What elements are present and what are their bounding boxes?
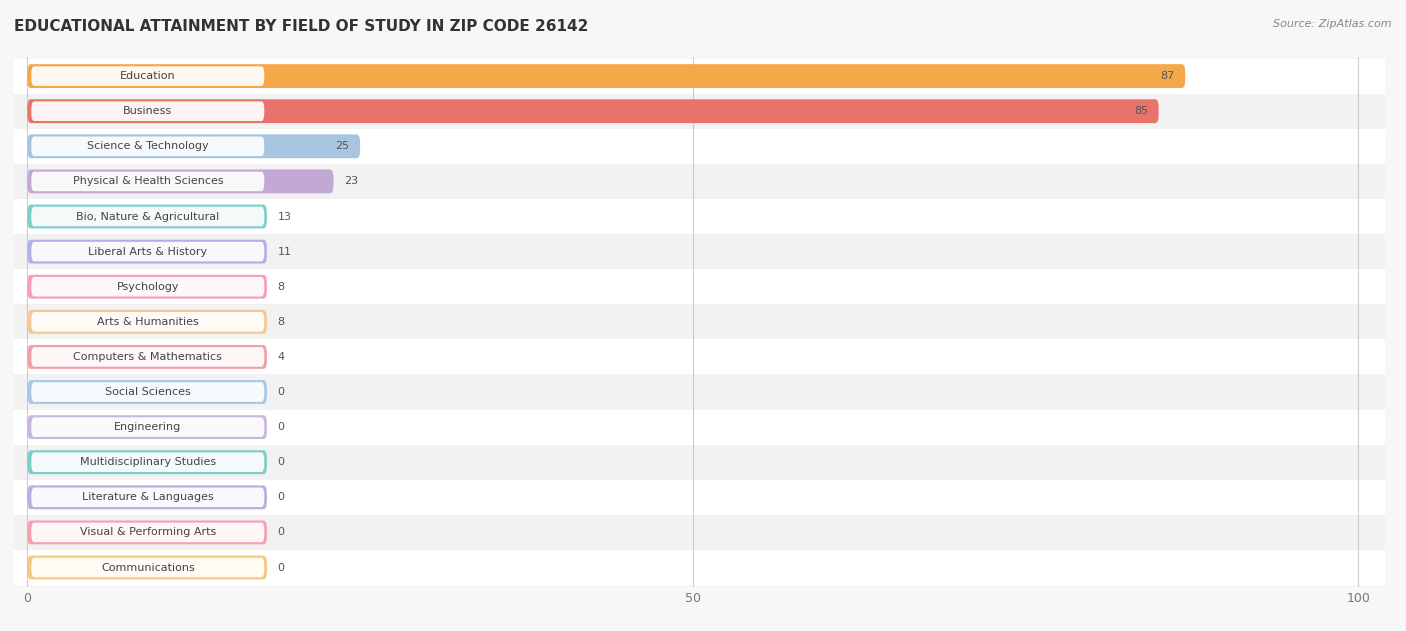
FancyBboxPatch shape bbox=[31, 347, 264, 367]
FancyBboxPatch shape bbox=[31, 522, 264, 542]
Text: Arts & Humanities: Arts & Humanities bbox=[97, 317, 198, 327]
FancyBboxPatch shape bbox=[27, 134, 360, 158]
FancyBboxPatch shape bbox=[1, 199, 1406, 234]
FancyBboxPatch shape bbox=[27, 345, 267, 369]
Text: 0: 0 bbox=[277, 562, 284, 572]
Text: 0: 0 bbox=[277, 387, 284, 397]
Text: Social Sciences: Social Sciences bbox=[105, 387, 191, 397]
FancyBboxPatch shape bbox=[31, 66, 264, 86]
FancyBboxPatch shape bbox=[27, 555, 267, 579]
FancyBboxPatch shape bbox=[27, 415, 267, 439]
FancyBboxPatch shape bbox=[27, 310, 267, 334]
FancyBboxPatch shape bbox=[1, 480, 1406, 515]
Text: Multidisciplinary Studies: Multidisciplinary Studies bbox=[80, 457, 217, 467]
Text: Literature & Languages: Literature & Languages bbox=[82, 492, 214, 502]
FancyBboxPatch shape bbox=[27, 521, 267, 545]
Text: EDUCATIONAL ATTAINMENT BY FIELD OF STUDY IN ZIP CODE 26142: EDUCATIONAL ATTAINMENT BY FIELD OF STUDY… bbox=[14, 19, 589, 34]
Text: Liberal Arts & History: Liberal Arts & History bbox=[89, 247, 207, 257]
FancyBboxPatch shape bbox=[27, 64, 1185, 88]
FancyBboxPatch shape bbox=[31, 382, 264, 402]
FancyBboxPatch shape bbox=[1, 515, 1406, 550]
FancyBboxPatch shape bbox=[27, 240, 267, 264]
Text: Science & Technology: Science & Technology bbox=[87, 141, 208, 151]
FancyBboxPatch shape bbox=[1, 374, 1406, 410]
Text: 4: 4 bbox=[277, 352, 284, 362]
FancyBboxPatch shape bbox=[1, 269, 1406, 304]
FancyBboxPatch shape bbox=[31, 172, 264, 191]
FancyBboxPatch shape bbox=[27, 204, 267, 228]
FancyBboxPatch shape bbox=[1, 59, 1406, 93]
Text: Engineering: Engineering bbox=[114, 422, 181, 432]
Text: 0: 0 bbox=[277, 528, 284, 538]
Text: Physical & Health Sciences: Physical & Health Sciences bbox=[73, 177, 224, 186]
Text: Business: Business bbox=[124, 106, 173, 116]
FancyBboxPatch shape bbox=[31, 558, 264, 577]
FancyBboxPatch shape bbox=[31, 312, 264, 332]
FancyBboxPatch shape bbox=[1, 234, 1406, 269]
Text: Bio, Nature & Agricultural: Bio, Nature & Agricultural bbox=[76, 211, 219, 221]
FancyBboxPatch shape bbox=[1, 93, 1406, 129]
FancyBboxPatch shape bbox=[27, 451, 267, 474]
FancyBboxPatch shape bbox=[31, 207, 264, 227]
FancyBboxPatch shape bbox=[27, 485, 267, 509]
Text: Computers & Mathematics: Computers & Mathematics bbox=[73, 352, 222, 362]
FancyBboxPatch shape bbox=[27, 274, 267, 298]
FancyBboxPatch shape bbox=[1, 339, 1406, 374]
Text: 23: 23 bbox=[344, 177, 359, 186]
FancyBboxPatch shape bbox=[31, 136, 264, 156]
FancyBboxPatch shape bbox=[1, 445, 1406, 480]
Text: Visual & Performing Arts: Visual & Performing Arts bbox=[80, 528, 217, 538]
FancyBboxPatch shape bbox=[31, 488, 264, 507]
FancyBboxPatch shape bbox=[27, 99, 1159, 123]
Text: Communications: Communications bbox=[101, 562, 194, 572]
Text: Source: ZipAtlas.com: Source: ZipAtlas.com bbox=[1274, 19, 1392, 29]
Text: 25: 25 bbox=[335, 141, 350, 151]
FancyBboxPatch shape bbox=[31, 417, 264, 437]
FancyBboxPatch shape bbox=[31, 102, 264, 121]
FancyBboxPatch shape bbox=[1, 410, 1406, 445]
Text: 8: 8 bbox=[277, 281, 284, 292]
Text: Psychology: Psychology bbox=[117, 281, 179, 292]
Text: 87: 87 bbox=[1160, 71, 1174, 81]
Text: 13: 13 bbox=[277, 211, 291, 221]
FancyBboxPatch shape bbox=[27, 380, 267, 404]
FancyBboxPatch shape bbox=[31, 242, 264, 261]
Text: 85: 85 bbox=[1133, 106, 1149, 116]
FancyBboxPatch shape bbox=[31, 277, 264, 297]
FancyBboxPatch shape bbox=[1, 304, 1406, 339]
Text: 0: 0 bbox=[277, 492, 284, 502]
Text: Education: Education bbox=[120, 71, 176, 81]
FancyBboxPatch shape bbox=[31, 452, 264, 472]
FancyBboxPatch shape bbox=[1, 129, 1406, 164]
Text: 0: 0 bbox=[277, 457, 284, 467]
Text: 11: 11 bbox=[277, 247, 291, 257]
FancyBboxPatch shape bbox=[1, 164, 1406, 199]
FancyBboxPatch shape bbox=[1, 550, 1406, 585]
Text: 0: 0 bbox=[277, 422, 284, 432]
FancyBboxPatch shape bbox=[27, 170, 333, 193]
Text: 8: 8 bbox=[277, 317, 284, 327]
